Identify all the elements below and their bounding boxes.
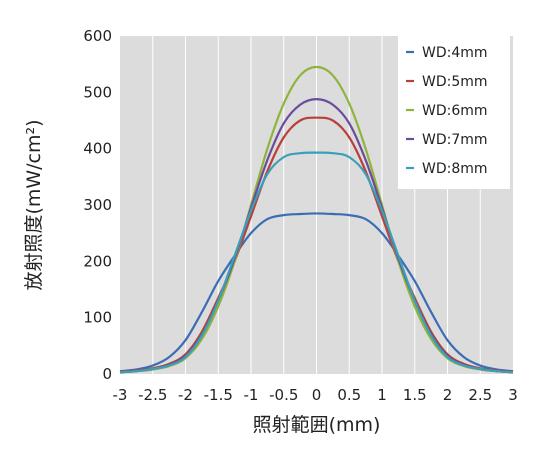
x-tick-label: -3 [113, 386, 128, 404]
series-line-wd5mm [119, 116, 514, 373]
y-tick-label: 300 [83, 196, 112, 214]
x-tick-label: -1.5 [204, 386, 233, 404]
y-axis-label: 放射照度(mW/cm²) [23, 119, 45, 290]
series-layer [119, 65, 514, 374]
y-tick-label: 400 [83, 140, 112, 158]
legend-label: WD:5mm [422, 74, 488, 90]
y-tick-label: 600 [83, 27, 112, 45]
y-tick-label: 500 [83, 83, 112, 101]
x-tick-label: -0.5 [269, 386, 298, 404]
y-tick-label: 0 [102, 365, 112, 383]
legend: WD:4mm WD:5mm WD:6mm WD:7mm WD:8mm [398, 36, 510, 189]
x-tick-label: -2 [178, 386, 193, 404]
x-tick-label: -2.5 [138, 386, 167, 404]
legend-label: WD:4mm [422, 45, 488, 61]
x-axis-label: 照射範囲(mm) [253, 414, 381, 436]
legend-box [398, 36, 510, 189]
y-tick-label: 200 [83, 252, 112, 270]
x-tick-label: 0.5 [337, 386, 361, 404]
x-tick-label: 0 [312, 386, 322, 404]
x-tick-label: -1 [244, 386, 259, 404]
y-tick-label: 100 [83, 309, 112, 327]
x-axis-ticks: -3 -2.5 -2 -1.5 -1 -0.5 0 0.5 1 1.5 2 2.5 3 [113, 386, 518, 404]
x-tick-label: 3 [508, 386, 518, 404]
y-axis-ticks: 0 100 200 300 400 500 600 [83, 27, 112, 383]
series-line-wd4mm [119, 212, 514, 373]
x-tick-label: 2 [443, 386, 453, 404]
series-line-wd8mm [119, 151, 514, 374]
x-tick-label: 1 [377, 386, 387, 404]
x-tick-label: 2.5 [468, 386, 492, 404]
x-tick-label: 1.5 [403, 386, 427, 404]
legend-label: WD:7mm [422, 132, 488, 148]
legend-label: WD:8mm [422, 161, 488, 177]
legend-label: WD:6mm [422, 103, 488, 119]
